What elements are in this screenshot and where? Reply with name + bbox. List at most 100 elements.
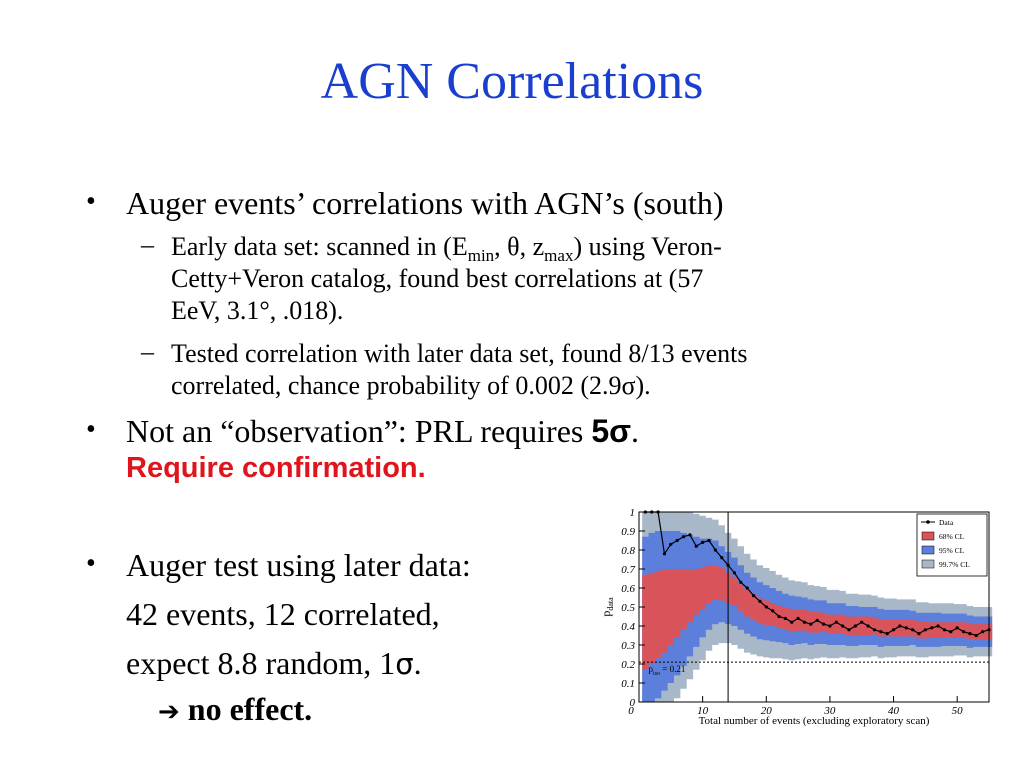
require-confirmation-text: Require confirmation. xyxy=(126,452,426,484)
legend-label: Data xyxy=(939,518,954,527)
legend-swatch xyxy=(921,531,935,541)
data-point xyxy=(942,628,947,632)
y-tick-label: 0 xyxy=(630,697,636,709)
p-iso-label: piso = 0.21 xyxy=(649,664,686,677)
data-point xyxy=(821,622,826,626)
data-point xyxy=(802,620,807,624)
data-point xyxy=(841,624,845,628)
sub-bullet-dash: – xyxy=(141,337,154,366)
data-point xyxy=(917,632,921,636)
data-point xyxy=(701,540,705,544)
data-point xyxy=(860,620,864,624)
data-point xyxy=(726,563,730,567)
data-point xyxy=(720,556,724,560)
bullet-dot: • xyxy=(86,414,96,445)
sub-bullet-1-line-3: EeV, 3.1°, .018). xyxy=(171,296,344,325)
arrow-right-icon: ➔ xyxy=(158,697,180,727)
data-point xyxy=(745,586,749,590)
data-point xyxy=(885,632,889,636)
y-tick-label: 0.1 xyxy=(621,678,635,690)
data-point xyxy=(936,624,940,628)
legend-marker xyxy=(926,520,930,524)
data-point xyxy=(815,618,819,622)
data-point xyxy=(809,622,813,626)
bullet-3-conclusion: ➔ no effect. xyxy=(158,691,313,727)
y-tick-label: 1 xyxy=(630,507,636,519)
data-point xyxy=(904,626,908,630)
sub-bullet-2-line-2: correlated, chance probability of 0.002 … xyxy=(171,371,651,400)
data-point xyxy=(771,609,775,613)
data-point xyxy=(796,616,800,620)
data-point xyxy=(981,630,985,634)
data-point xyxy=(828,624,832,628)
x-tick-label: 50 xyxy=(952,705,964,717)
band-68-cl xyxy=(642,565,993,670)
data-point xyxy=(688,533,692,537)
data-point xyxy=(923,628,927,632)
data-point xyxy=(764,605,768,609)
bullet-1-text: Auger events’ correlations with AGN’s (s… xyxy=(126,185,724,221)
sub-bullet-1-line-1: Early data set: scanned in (Emin, θ, zma… xyxy=(171,232,722,266)
y-tick-label: 0.5 xyxy=(621,602,635,614)
data-point xyxy=(732,571,737,575)
data-point xyxy=(911,628,915,632)
x-tick-label: 10 xyxy=(697,705,709,717)
legend-label: 68% CL xyxy=(939,532,965,541)
legend-label: 95% CL xyxy=(939,546,965,555)
y-axis-label: pdata xyxy=(599,597,615,617)
x-tick-label: 30 xyxy=(823,705,836,717)
sub-bullet-1-line-2: Cetty+Veron catalog, found best correlat… xyxy=(171,264,704,293)
y-tick-label: 0.3 xyxy=(621,640,635,652)
sub-bullet-dash: – xyxy=(141,230,154,259)
data-point xyxy=(872,628,877,632)
data-point xyxy=(879,630,883,634)
x-tick-label: 40 xyxy=(888,705,900,717)
y-tick-label: 0.2 xyxy=(621,659,635,671)
bullet-3-line-2: 42 events, 12 correlated, xyxy=(126,596,440,632)
x-axis-label: Total number of events (excluding explor… xyxy=(699,715,930,727)
p-data-chart: piso = 0.21 0 0.1 0.2 0.3 0.4 0.5 0.6 0.7 0.8 0.9 1… xyxy=(599,507,993,727)
data-point xyxy=(974,633,978,638)
data-point xyxy=(662,552,667,556)
data-point xyxy=(847,628,851,632)
data-point xyxy=(758,599,762,603)
y-tick-label: 0.9 xyxy=(621,526,635,538)
bullet-dot: • xyxy=(86,548,96,579)
data-point xyxy=(694,544,698,548)
data-point xyxy=(783,616,787,620)
data-point xyxy=(713,548,717,552)
bullet-3-line-1: Auger test using later data: xyxy=(126,547,471,583)
data-point xyxy=(834,620,838,624)
y-tick-label: 0.7 xyxy=(621,564,635,576)
y-tick-label: 0.8 xyxy=(621,545,635,557)
bullet-dot: • xyxy=(86,186,96,217)
data-point xyxy=(790,620,794,624)
data-point xyxy=(968,632,972,636)
data-point xyxy=(739,580,743,584)
data-point xyxy=(681,535,686,539)
data-point xyxy=(866,624,870,628)
data-point xyxy=(930,626,934,630)
data-point xyxy=(955,626,959,630)
sub-bullet-2-line-1: Tested correlation with later data set, … xyxy=(171,339,748,368)
data-point xyxy=(949,630,953,634)
data-point xyxy=(669,542,673,546)
legend-swatch xyxy=(921,545,935,555)
data-point xyxy=(898,624,902,628)
data-point xyxy=(675,538,679,543)
data-point xyxy=(961,630,966,634)
data-point xyxy=(777,614,781,619)
bullet-2-line-1: Not an “observation”: PRL requires 5σ. xyxy=(126,413,640,449)
bullet-3-line-3: expect 8.8 random, 1σ. xyxy=(126,645,422,681)
data-point xyxy=(891,628,896,632)
y-tick-label: 0.4 xyxy=(621,621,635,633)
data-point xyxy=(853,624,857,628)
legend-label: 99.7% CL xyxy=(939,560,970,569)
data-point xyxy=(707,538,711,543)
y-tick-label: 0.6 xyxy=(621,583,635,595)
x-tick-label: 20 xyxy=(761,705,773,717)
x-tick-label: 0 xyxy=(628,705,634,717)
slide-title: AGN Correlations xyxy=(320,53,704,110)
data-point xyxy=(751,594,756,598)
legend-swatch xyxy=(921,559,935,569)
